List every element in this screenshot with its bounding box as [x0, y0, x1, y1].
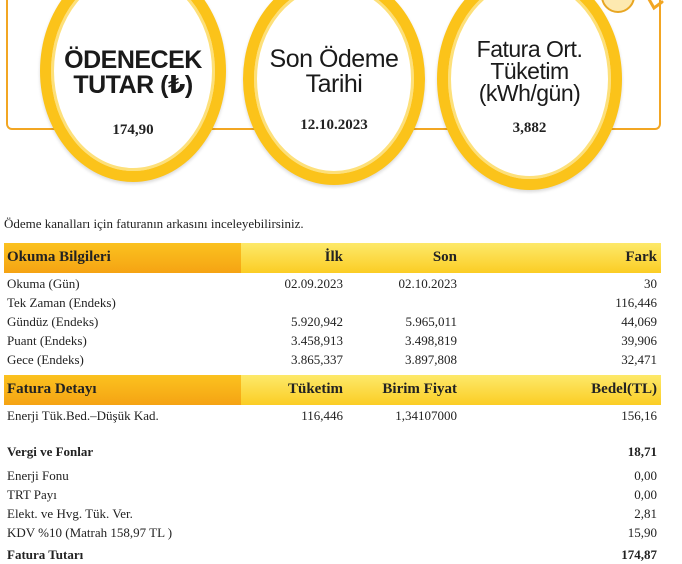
tax-amount: 0,00 — [634, 487, 657, 502]
reading-diff: 44,069 — [621, 314, 657, 329]
detail-header-unit-price: Birim Fiyat — [382, 381, 457, 397]
reading-header: Okuma Bilgileri İlk Son Fark — [4, 243, 661, 273]
invoice-total-row: Fatura Tutarı 174,87 — [4, 545, 661, 564]
due-date-circle: Son Ödeme Tarihi 12.10.2023 — [243, 0, 425, 185]
reading-diff: 32,471 — [621, 352, 657, 367]
tax-label: TRT Payı — [7, 487, 57, 502]
amount-due-value: 174,90 — [112, 122, 154, 138]
table-row: Okuma (Gün) 02.09.2023 02.10.2023 30 — [4, 274, 661, 293]
tax-label: Enerji Fonu — [7, 468, 69, 483]
tax-label: KDV %10 (Matrah 158,97 TL ) — [7, 525, 173, 540]
reading-diff: 39,906 — [621, 333, 657, 348]
table-row: Gece (Endeks) 3.865,337 3.897,808 32,471 — [4, 350, 661, 369]
reading-first: 3.865,337 — [291, 352, 343, 367]
tax-amount: 2,81 — [634, 506, 657, 521]
detail-header-amount: Bedel(TL) — [591, 381, 657, 397]
taxes-total: 18,71 — [627, 444, 657, 459]
detail-header: Fatura Detayı Tüketim Birim Fiyat Bedel(… — [4, 375, 661, 405]
payment-channels-note: Ödeme kanalları için faturanın arkasını … — [4, 216, 304, 231]
reading-diff: 116,446 — [615, 295, 657, 310]
detail-consumption: 116,446 — [301, 408, 343, 423]
reading-label: Gündüz (Endeks) — [7, 314, 99, 329]
reading-label: Okuma (Gün) — [7, 276, 80, 291]
invoice-total-label: Fatura Tutarı — [7, 547, 84, 562]
reading-first: 02.09.2023 — [284, 276, 344, 291]
reading-last: 3.897,808 — [405, 352, 457, 367]
reading-header-first: İlk — [324, 249, 343, 265]
table-row: Elekt. ve Hvg. Tük. Ver. 2,81 — [4, 504, 661, 523]
reading-header-diff: Fark — [625, 249, 657, 265]
reading-last: 5.965,011 — [405, 314, 457, 329]
table-row: KDV %10 (Matrah 158,97 TL ) 15,90 — [4, 523, 661, 542]
table-row: Gündüz (Endeks) 5.920,942 5.965,011 44,0… — [4, 312, 661, 331]
reading-last: 3.498,819 — [405, 333, 457, 348]
table-row: Puant (Endeks) 3.458,913 3.498,819 39,90… — [4, 331, 661, 350]
detail-unit-price: 1,34107000 — [395, 408, 457, 423]
tax-amount: 15,90 — [627, 525, 657, 540]
avg-consumption-circle: Fatura Ort. Tüketim (kWh/gün) 3,882 — [437, 0, 622, 190]
table-row: Enerji Fonu 0,00 — [4, 466, 661, 485]
detail-amount: 156,16 — [621, 408, 657, 423]
table-row: TRT Payı 0,00 — [4, 485, 661, 504]
reading-header-last: Son — [432, 249, 457, 265]
reading-last: 02.10.2023 — [398, 276, 458, 291]
due-date-title: Son Ödeme Tarihi — [269, 45, 399, 98]
amount-due-title: ÖDENECEK TUTAR (₺) — [64, 46, 202, 99]
tax-label: Elekt. ve Hvg. Tük. Ver. — [7, 506, 133, 521]
reading-header-label: Okuma Bilgileri — [7, 249, 111, 265]
reading-label: Tek Zaman (Endeks) — [7, 295, 116, 310]
reading-first: 5.920,942 — [291, 314, 343, 329]
reading-label: Gece (Endeks) — [7, 352, 84, 367]
reading-first: 3.458,913 — [291, 333, 343, 348]
taxes-title-row: Vergi ve Fonlar 18,71 — [4, 442, 661, 461]
taxes-title: Vergi ve Fonlar — [7, 444, 94, 459]
reading-label: Puant (Endeks) — [7, 333, 87, 348]
avg-consumption-title: Fatura Ort. Tüketim (kWh/gün) — [476, 36, 583, 106]
detail-label: Enerji Tük.Bed.–Düşük Kad. — [7, 408, 159, 423]
mascot-decoration-icon — [601, 0, 664, 13]
amount-due-circle: ÖDENECEK TUTAR (₺) 174,90 — [40, 0, 226, 182]
avg-consumption-value: 3,882 — [512, 120, 547, 136]
invoice-total-value: 174,87 — [621, 547, 657, 562]
tax-amount: 0,00 — [634, 468, 657, 483]
reading-diff: 30 — [644, 276, 657, 291]
detail-header-consumption: Tüketim — [287, 381, 343, 397]
detail-header-label: Fatura Detayı — [7, 381, 97, 397]
table-row: Tek Zaman (Endeks) 116,446 — [4, 293, 661, 312]
table-row: Enerji Tük.Bed.–Düşük Kad. 116,446 1,341… — [4, 406, 661, 425]
due-date-value: 12.10.2023 — [300, 117, 368, 133]
